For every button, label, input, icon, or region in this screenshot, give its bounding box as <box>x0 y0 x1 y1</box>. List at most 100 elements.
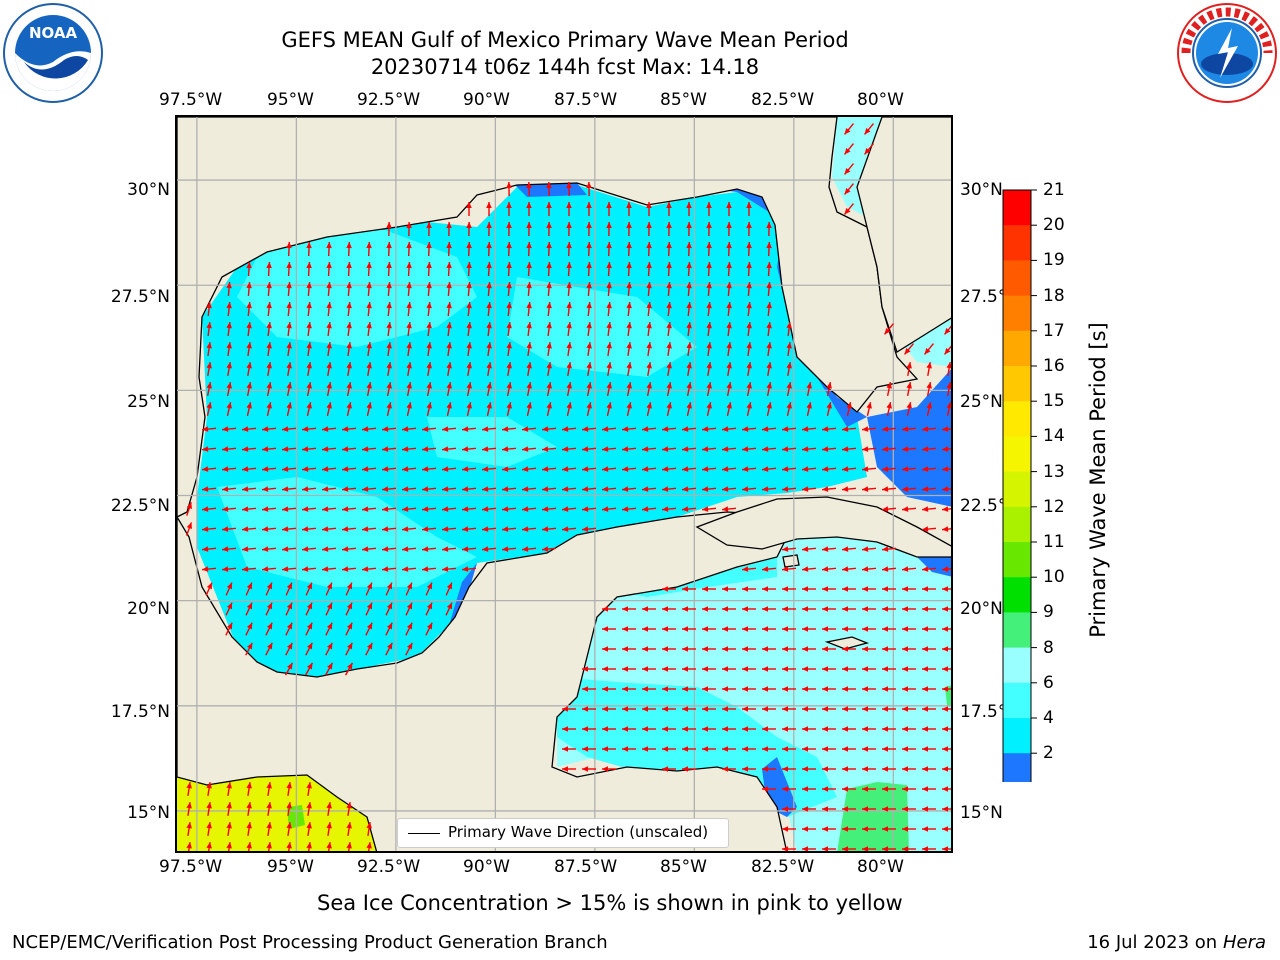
wave-arrow-head <box>386 642 393 650</box>
wave-arrow-head <box>366 362 372 369</box>
wave-arrow <box>401 486 417 492</box>
wave-arrow <box>286 361 292 377</box>
wave-arrow-head <box>366 282 372 289</box>
wave-arrow-head <box>406 282 412 289</box>
wave-arrow <box>266 341 272 357</box>
wave-arrow-head <box>526 242 532 249</box>
wave-arrow-head <box>742 646 748 652</box>
wave-arrow <box>306 781 312 797</box>
wave-arrow-head <box>802 686 808 692</box>
colorbar: 21 20 19 18 17 16 15 14 13 12 11 10 9 8 6 4 2 <box>995 180 1115 792</box>
wave-arrow <box>786 341 792 357</box>
wave-arrow <box>466 341 472 357</box>
wave-arrow-head <box>662 646 668 652</box>
wave-arrow-head <box>322 426 329 432</box>
wave-arrow <box>902 746 916 752</box>
wave-arrow-head <box>486 402 492 409</box>
wave-arrow <box>385 582 393 596</box>
wave-arrow <box>682 586 696 592</box>
wave-arrow <box>541 526 557 532</box>
wave-arrow-head <box>386 602 392 610</box>
wave-arrow <box>862 646 876 652</box>
wave-arrow-head <box>862 666 868 672</box>
wave-arrow-head <box>782 846 788 851</box>
wave-arrow-head <box>226 302 232 309</box>
wave-arrow-head <box>266 362 272 369</box>
wave-arrow-head <box>606 282 612 289</box>
wave-arrow <box>762 686 776 692</box>
wave-arrow-head <box>546 182 552 189</box>
wave-arrow-head <box>662 726 668 732</box>
wave-arrow <box>305 582 313 596</box>
wave-arrow-head <box>844 187 851 195</box>
wave-arrow-head <box>862 726 868 732</box>
wave-arrow <box>782 646 796 652</box>
wave-arrow-head <box>862 766 868 772</box>
wave-arrow <box>901 426 917 432</box>
wave-arrow-head <box>306 402 312 409</box>
wave-arrow-head <box>742 446 749 452</box>
wave-arrow-head <box>266 282 272 289</box>
colorbar-tick-label: 16 <box>1043 356 1065 376</box>
wave-arrow <box>621 466 637 472</box>
wave-arrow <box>686 341 692 357</box>
wave-arrow-head <box>482 546 489 552</box>
wave-arrow <box>461 446 477 452</box>
wave-arrow <box>662 606 676 612</box>
wave-arrow-head <box>506 322 512 329</box>
wave-arrow-head <box>506 382 512 389</box>
wave-arrow-head <box>246 382 252 389</box>
wave-arrow-head <box>406 262 412 269</box>
lat-label: 17.5°N <box>110 702 170 722</box>
wave-arrow-head <box>766 402 772 409</box>
wave-arrow-head <box>726 402 732 409</box>
wave-arrow <box>321 466 337 472</box>
wave-arrow <box>321 506 337 512</box>
wave-arrow <box>666 402 672 416</box>
wave-arrow <box>722 606 736 612</box>
colorbar-outline <box>1002 189 1032 782</box>
lon-label: 82.5°W <box>751 90 815 110</box>
wave-arrow <box>321 566 337 572</box>
wave-arrow-head <box>322 566 329 572</box>
wave-arrow-head <box>446 242 452 249</box>
wave-arrow <box>586 301 592 317</box>
wave-arrow <box>661 466 677 472</box>
wave-arrow-head <box>426 222 432 229</box>
legend-label: Primary Wave Direction (unscaled) <box>448 823 709 841</box>
wave-arrow <box>781 546 797 552</box>
wave-arrow <box>746 381 752 397</box>
wave-arrow-head <box>766 282 772 289</box>
wave-arrow <box>926 402 932 416</box>
wave-arrow-head <box>206 402 212 409</box>
colorbar-swatch <box>1003 506 1031 543</box>
wave-arrow-head <box>726 242 732 249</box>
wave-arrow <box>461 526 477 532</box>
wave-arrow <box>526 321 532 337</box>
wave-arrow <box>286 261 292 277</box>
wave-arrow <box>722 766 736 772</box>
wave-arrow <box>285 582 293 596</box>
wave-arrow <box>902 706 916 712</box>
wave-arrow-head <box>686 242 692 249</box>
wave-arrow <box>941 446 951 452</box>
lat-label: 22.5°N <box>110 496 170 516</box>
wave-arrow-head <box>582 746 588 752</box>
wave-arrow-head <box>282 506 289 512</box>
wave-arrow <box>326 321 332 337</box>
colorbar-ticks: 21 20 19 18 17 16 15 14 13 12 11 10 9 8 6 4 2 <box>1043 180 1083 782</box>
wave-arrow <box>682 626 696 632</box>
colorbar-tick-label: 11 <box>1043 532 1065 552</box>
wave-arrow <box>345 622 353 636</box>
wave-arrow-head <box>706 322 712 329</box>
wave-arrow-head <box>902 846 908 851</box>
wave-arrow <box>581 486 597 492</box>
wave-arrow <box>686 201 692 217</box>
wave-arrow <box>566 341 572 357</box>
wave-arrow-head <box>482 466 489 472</box>
wave-arrow-head <box>902 786 908 792</box>
wave-arrow <box>786 381 792 397</box>
wave-arrow <box>341 426 357 432</box>
wave-arrow <box>281 466 297 472</box>
wave-arrow <box>706 301 712 317</box>
